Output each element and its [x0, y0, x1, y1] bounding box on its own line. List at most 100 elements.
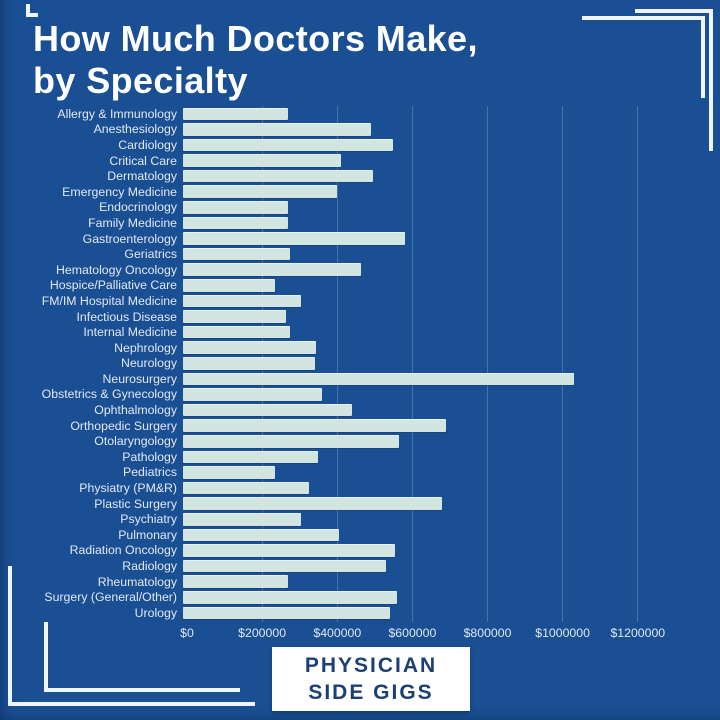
x-tick-label: $1000000: [535, 626, 590, 640]
chart-row: Endocrinology: [0, 200, 662, 216]
bar-track: [183, 279, 656, 292]
page-title-line-1: How Much Doctors Make,: [33, 18, 478, 59]
bar: [183, 185, 337, 199]
chart-row: Radiology: [0, 558, 662, 574]
chart-row: Urology: [0, 605, 662, 621]
specialty-label: Critical Care: [109, 153, 177, 168]
corner-mark-top-left-icon: [26, 13, 38, 17]
bar-track: [183, 481, 656, 495]
chart-row: Pulmonary: [0, 527, 662, 543]
bar: [183, 107, 289, 121]
specialty-label: Dermatology: [107, 169, 177, 184]
bar-track: [183, 372, 656, 386]
chart-row: Psychiatry: [0, 511, 662, 527]
bar: [183, 606, 390, 620]
specialty-label: Internal Medicine: [83, 325, 177, 340]
brand-name-line-1: PHYSICIAN: [304, 653, 438, 677]
chart-row: Neurology: [0, 356, 662, 372]
specialty-label: Obstetrics & Gynecology: [41, 387, 177, 402]
chart-row: Cardiology: [0, 137, 662, 153]
bar-track: [183, 169, 656, 183]
bar: [183, 590, 398, 604]
x-tick-label: $0: [180, 626, 194, 640]
chart-row: Hospice/Palliative Care: [0, 278, 662, 294]
specialty-label: Radiology: [122, 559, 177, 574]
bar-track: [183, 294, 656, 308]
chart-row: Allergy & Immunology: [0, 106, 662, 122]
chart-row: Plastic Surgery: [0, 496, 662, 512]
bar-track: [183, 138, 656, 152]
x-tick-label: $200000: [238, 626, 287, 640]
specialty-label: Hospice/Palliative Care: [49, 278, 177, 293]
specialty-label: Physiatry (PM&R): [79, 481, 177, 496]
chart-row: Obstetrics & Gynecology: [0, 387, 662, 403]
bar-track: [183, 434, 656, 448]
bar-track: [183, 216, 656, 230]
bar: [183, 357, 315, 370]
bar: [183, 216, 289, 230]
specialty-label: Plastic Surgery: [94, 496, 177, 511]
specialty-label: Gastroenterology: [82, 231, 177, 246]
bar-track: [183, 528, 656, 542]
chart-row: Pediatrics: [0, 465, 662, 481]
specialty-label: Infectious Disease: [76, 309, 177, 324]
bar: [183, 154, 341, 167]
bar-track: [183, 559, 656, 573]
chart-row: Critical Care: [0, 153, 662, 169]
chart-row: Anesthesiology: [0, 122, 662, 138]
specialty-label: Surgery (General/Other): [44, 590, 177, 605]
bar-track: [183, 310, 656, 323]
specialty-label: Neurosurgery: [102, 371, 178, 386]
specialty-label: Neurology: [120, 356, 177, 371]
bar-track: [183, 107, 656, 121]
bar-track: [183, 185, 656, 199]
bar: [183, 575, 289, 588]
specialty-label: Family Medicine: [88, 215, 177, 230]
bar: [183, 497, 443, 510]
bar: [183, 372, 574, 386]
bar: [183, 559, 386, 573]
bar: [183, 388, 322, 401]
x-tick-label: $400000: [313, 626, 362, 640]
page-title-line-2: by Specialty: [33, 59, 248, 101]
bar-track: [183, 325, 656, 339]
bar: [183, 123, 371, 136]
specialty-label: Anesthesiology: [93, 122, 177, 137]
bar: [183, 544, 396, 557]
bar-track: [183, 419, 656, 432]
bar-track: [183, 388, 656, 401]
bar: [183, 201, 289, 214]
bar-track: [183, 357, 656, 370]
chart-row: Radiation Oncology: [0, 543, 662, 559]
bar: [183, 481, 309, 495]
specialty-label: Rheumatology: [97, 574, 177, 589]
specialty-label: Otolaryngology: [94, 434, 177, 449]
bar-track: [183, 466, 656, 479]
specialty-label: Urology: [134, 605, 177, 620]
bar: [183, 341, 317, 354]
corner-mark-top-left-icon: [26, 4, 30, 17]
chart-row: Emergency Medicine: [0, 184, 662, 200]
bar: [183, 419, 446, 432]
bar: [183, 325, 291, 339]
corner-bracket-bottom-left-icon: [44, 622, 48, 692]
chart-row: Infectious Disease: [0, 309, 662, 325]
specialty-label: Pulmonary: [118, 527, 177, 542]
chart-row: Ophthalmology: [0, 402, 662, 418]
corner-bracket-top-right-icon: [582, 16, 705, 20]
specialty-label: Hematology Oncology: [56, 262, 177, 277]
specialty-label: Cardiology: [118, 137, 177, 152]
x-tick-label: $1200000: [610, 626, 666, 640]
chart-row: Rheumatology: [0, 574, 662, 590]
bar: [183, 450, 319, 464]
bar-chart: Allergy & Immunology Anesthesiology Cardio…: [0, 106, 662, 621]
bar: [183, 466, 275, 479]
specialty-label: Ophthalmology: [94, 403, 177, 418]
bar: [183, 403, 352, 417]
x-tick-label: $600000: [388, 626, 437, 640]
chart-row: Otolaryngology: [0, 433, 662, 449]
bar-track: [183, 497, 656, 510]
chart-row: Hematology Oncology: [0, 262, 662, 278]
bar-track: [183, 403, 656, 417]
